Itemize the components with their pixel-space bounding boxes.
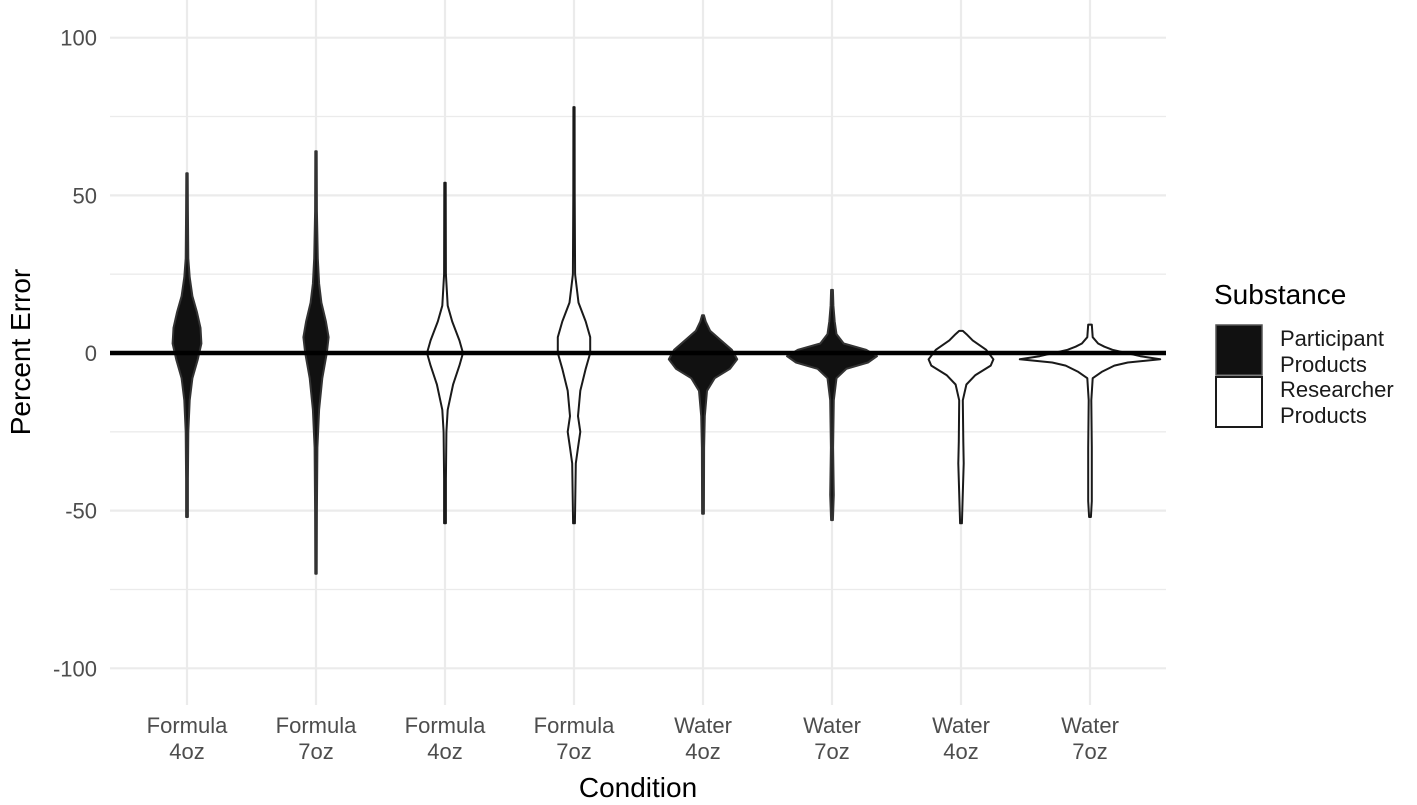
- legend-label-researcher-line1: Researcher: [1280, 377, 1394, 402]
- x-tick-label: 7oz: [1072, 739, 1107, 764]
- x-tick-label: Formula: [534, 713, 615, 738]
- y-tick-label: -50: [65, 499, 97, 524]
- x-tick-label: Water: [932, 713, 990, 738]
- x-axis-ticks: Formula4ozFormula7ozFormula4ozFormula7oz…: [147, 713, 1119, 764]
- x-tick-label: Formula: [276, 713, 357, 738]
- legend-label-researcher-line2: Products: [1280, 403, 1367, 428]
- x-tick-label: 7oz: [556, 739, 591, 764]
- violin-researcher: [927, 329, 995, 525]
- y-axis-title: Percent Error: [5, 269, 36, 436]
- x-tick-label: 4oz: [169, 739, 204, 764]
- x-axis-title: Condition: [579, 772, 697, 803]
- violin-researcher: [1018, 323, 1162, 518]
- x-tick-label: Formula: [147, 713, 228, 738]
- violin-participant: [786, 288, 878, 522]
- legend-key-participant: [1215, 324, 1263, 376]
- legend-label-participant-line2: Products: [1280, 352, 1367, 377]
- x-tick-label: 7oz: [298, 739, 333, 764]
- violin-researcher: [556, 106, 592, 525]
- x-tick-label: 7oz: [814, 739, 849, 764]
- y-tick-label: -100: [53, 656, 97, 681]
- y-tick-label: 50: [73, 183, 97, 208]
- x-tick-label: Formula: [405, 713, 486, 738]
- legend-label-participant-line1: Participant: [1280, 326, 1384, 351]
- y-axis-ticks: 100 50 0 -50 -100: [53, 26, 97, 682]
- x-tick-label: 4oz: [427, 739, 462, 764]
- x-tick-label: Water: [803, 713, 861, 738]
- x-tick-label: Water: [1061, 713, 1119, 738]
- violin-participant: [667, 314, 739, 515]
- legend: Substance Participant Products Researche…: [1214, 279, 1394, 428]
- violin-series: [171, 106, 1162, 575]
- x-tick-label: Water: [674, 713, 732, 738]
- violin-participant: [171, 172, 203, 518]
- violin-participant: [302, 150, 330, 575]
- y-tick-label: 100: [60, 26, 97, 51]
- legend-title: Substance: [1214, 279, 1346, 310]
- legend-key-researcher: [1215, 376, 1263, 428]
- y-tick-label: 0: [85, 341, 97, 366]
- x-tick-label: 4oz: [943, 739, 978, 764]
- x-tick-label: 4oz: [685, 739, 720, 764]
